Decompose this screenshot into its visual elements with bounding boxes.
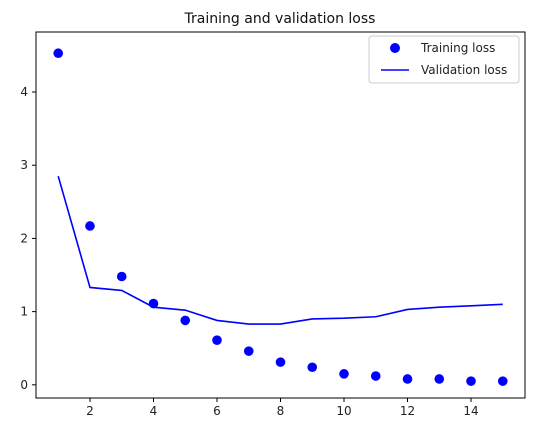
- x-tick-label: 14: [463, 404, 478, 418]
- training-loss-point: [180, 315, 191, 326]
- y-tick-label: 1: [20, 305, 28, 319]
- training-loss-point: [212, 335, 222, 345]
- axes-frame: [35, 31, 526, 399]
- training-loss-point: [466, 376, 476, 386]
- y-tick-label: 0: [20, 378, 28, 392]
- training-loss-point: [116, 271, 127, 282]
- training-loss-point: [307, 362, 318, 373]
- training-loss-point: [434, 374, 445, 384]
- training-loss-point: [339, 369, 349, 379]
- x-tick-label: 6: [213, 404, 221, 418]
- y-tick-label: 2: [20, 231, 28, 245]
- x-tick-label: 2: [86, 404, 94, 418]
- legend-training-marker: [390, 43, 400, 53]
- training-loss-point: [370, 371, 381, 381]
- legend: Training loss Validation loss: [368, 35, 520, 84]
- x-tick-label: 4: [150, 404, 158, 418]
- legend-training-label: Training loss: [420, 41, 495, 55]
- validation-loss-line: [57, 175, 503, 325]
- x-tick-label: 10: [336, 404, 351, 418]
- legend-box: [368, 35, 520, 84]
- training-loss-point: [497, 376, 508, 386]
- training-loss-point: [402, 374, 413, 384]
- legend-validation-label: Validation loss: [421, 63, 507, 77]
- training-loss-point: [243, 346, 254, 356]
- y-axis: 0 1 2 3 4: [20, 85, 36, 392]
- x-axis: 2 4 6 8 10 12 14: [86, 398, 479, 418]
- x-tick-label: 12: [400, 404, 415, 418]
- training-loss-point: [275, 357, 286, 367]
- plot-area: [53, 48, 508, 386]
- y-tick-label: 3: [20, 158, 28, 172]
- chart-title: Training and validation loss: [184, 11, 376, 27]
- x-tick-label: 8: [277, 404, 285, 418]
- training-loss-point: [85, 221, 95, 231]
- training-loss-point: [53, 48, 64, 59]
- y-tick-label: 4: [20, 85, 28, 99]
